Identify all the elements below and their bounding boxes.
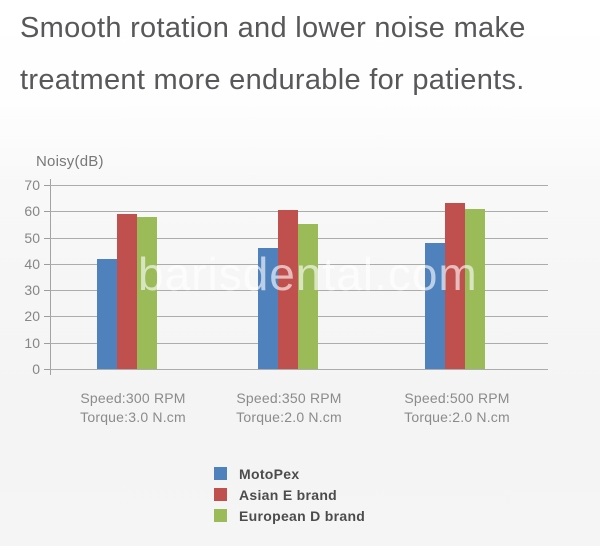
legend-swatch <box>214 509 227 522</box>
legend-row: Asian E brand <box>214 486 365 503</box>
x-category-label: Speed:500 RPM Torque:2.0 N.cm <box>367 389 547 427</box>
bar <box>258 248 278 369</box>
y-tick-mark <box>44 211 50 213</box>
y-axis-title: Noisy(dB) <box>36 153 104 170</box>
y-tick-label: 10 <box>24 334 40 351</box>
y-tick-label: 0 <box>32 361 40 377</box>
plot-area: 0 10 20 30 40 50 60 70 barisdental.com <box>24 177 548 377</box>
gridline <box>50 185 548 186</box>
bar <box>278 209 298 369</box>
y-tick-label: 60 <box>24 203 40 220</box>
x-category-torque: Torque:2.0 N.cm <box>236 409 342 425</box>
gridline <box>50 369 548 370</box>
y-tick-mark <box>44 263 50 265</box>
page-title-line2: treatment more endurable for patients. <box>20 64 525 96</box>
bar <box>117 213 137 369</box>
x-category-speed: Speed:300 RPM <box>80 390 186 406</box>
y-tick-mark <box>44 342 50 344</box>
x-category-label: Speed:350 RPM Torque:2.0 N.cm <box>199 389 379 427</box>
page-title-line1: Smooth rotation and lower noise make <box>20 12 526 44</box>
bar <box>298 224 318 369</box>
x-category-speed: Speed:350 RPM <box>236 390 342 406</box>
y-tick-label: 20 <box>24 308 40 325</box>
y-tick-label: 70 <box>24 177 40 193</box>
legend-swatch <box>214 467 227 480</box>
bar <box>425 242 445 369</box>
x-category-torque: Torque:2.0 N.cm <box>404 409 510 425</box>
y-tick-label: 30 <box>24 282 40 299</box>
y-tick-mark <box>44 185 50 186</box>
legend-label: European D brand <box>239 507 366 524</box>
legend-row: MotoPex <box>214 465 365 482</box>
y-tick-mark <box>44 237 50 239</box>
x-category-torque: Torque:3.0 N.cm <box>80 409 186 425</box>
x-category-label: Speed:300 RPM Torque:3.0 N.cm <box>43 389 223 427</box>
bar <box>465 208 485 369</box>
legend-row: European D brand <box>214 507 366 524</box>
bar <box>137 216 157 369</box>
legend-swatch <box>214 488 227 501</box>
legend: MotoPex Asian E brand European D brand <box>214 465 366 530</box>
x-category-speed: Speed:500 RPM <box>404 390 510 406</box>
y-tick-mark <box>44 290 50 292</box>
y-axis-line <box>50 179 51 375</box>
gridline <box>50 211 548 213</box>
legend-label: Asian E brand <box>239 486 338 503</box>
y-tick-label: 50 <box>24 229 40 246</box>
y-tick-mark <box>44 369 50 370</box>
page-title: Smooth rotation and lower noise make tre… <box>20 2 526 106</box>
y-tick-mark <box>44 316 50 318</box>
legend-label: MotoPex <box>239 465 300 482</box>
bar <box>445 203 465 369</box>
x-axis-labels: Speed:300 RPM Torque:3.0 N.cm Speed:350 RP… <box>0 389 600 431</box>
y-tick-label: 40 <box>24 255 40 272</box>
bar <box>97 258 117 369</box>
